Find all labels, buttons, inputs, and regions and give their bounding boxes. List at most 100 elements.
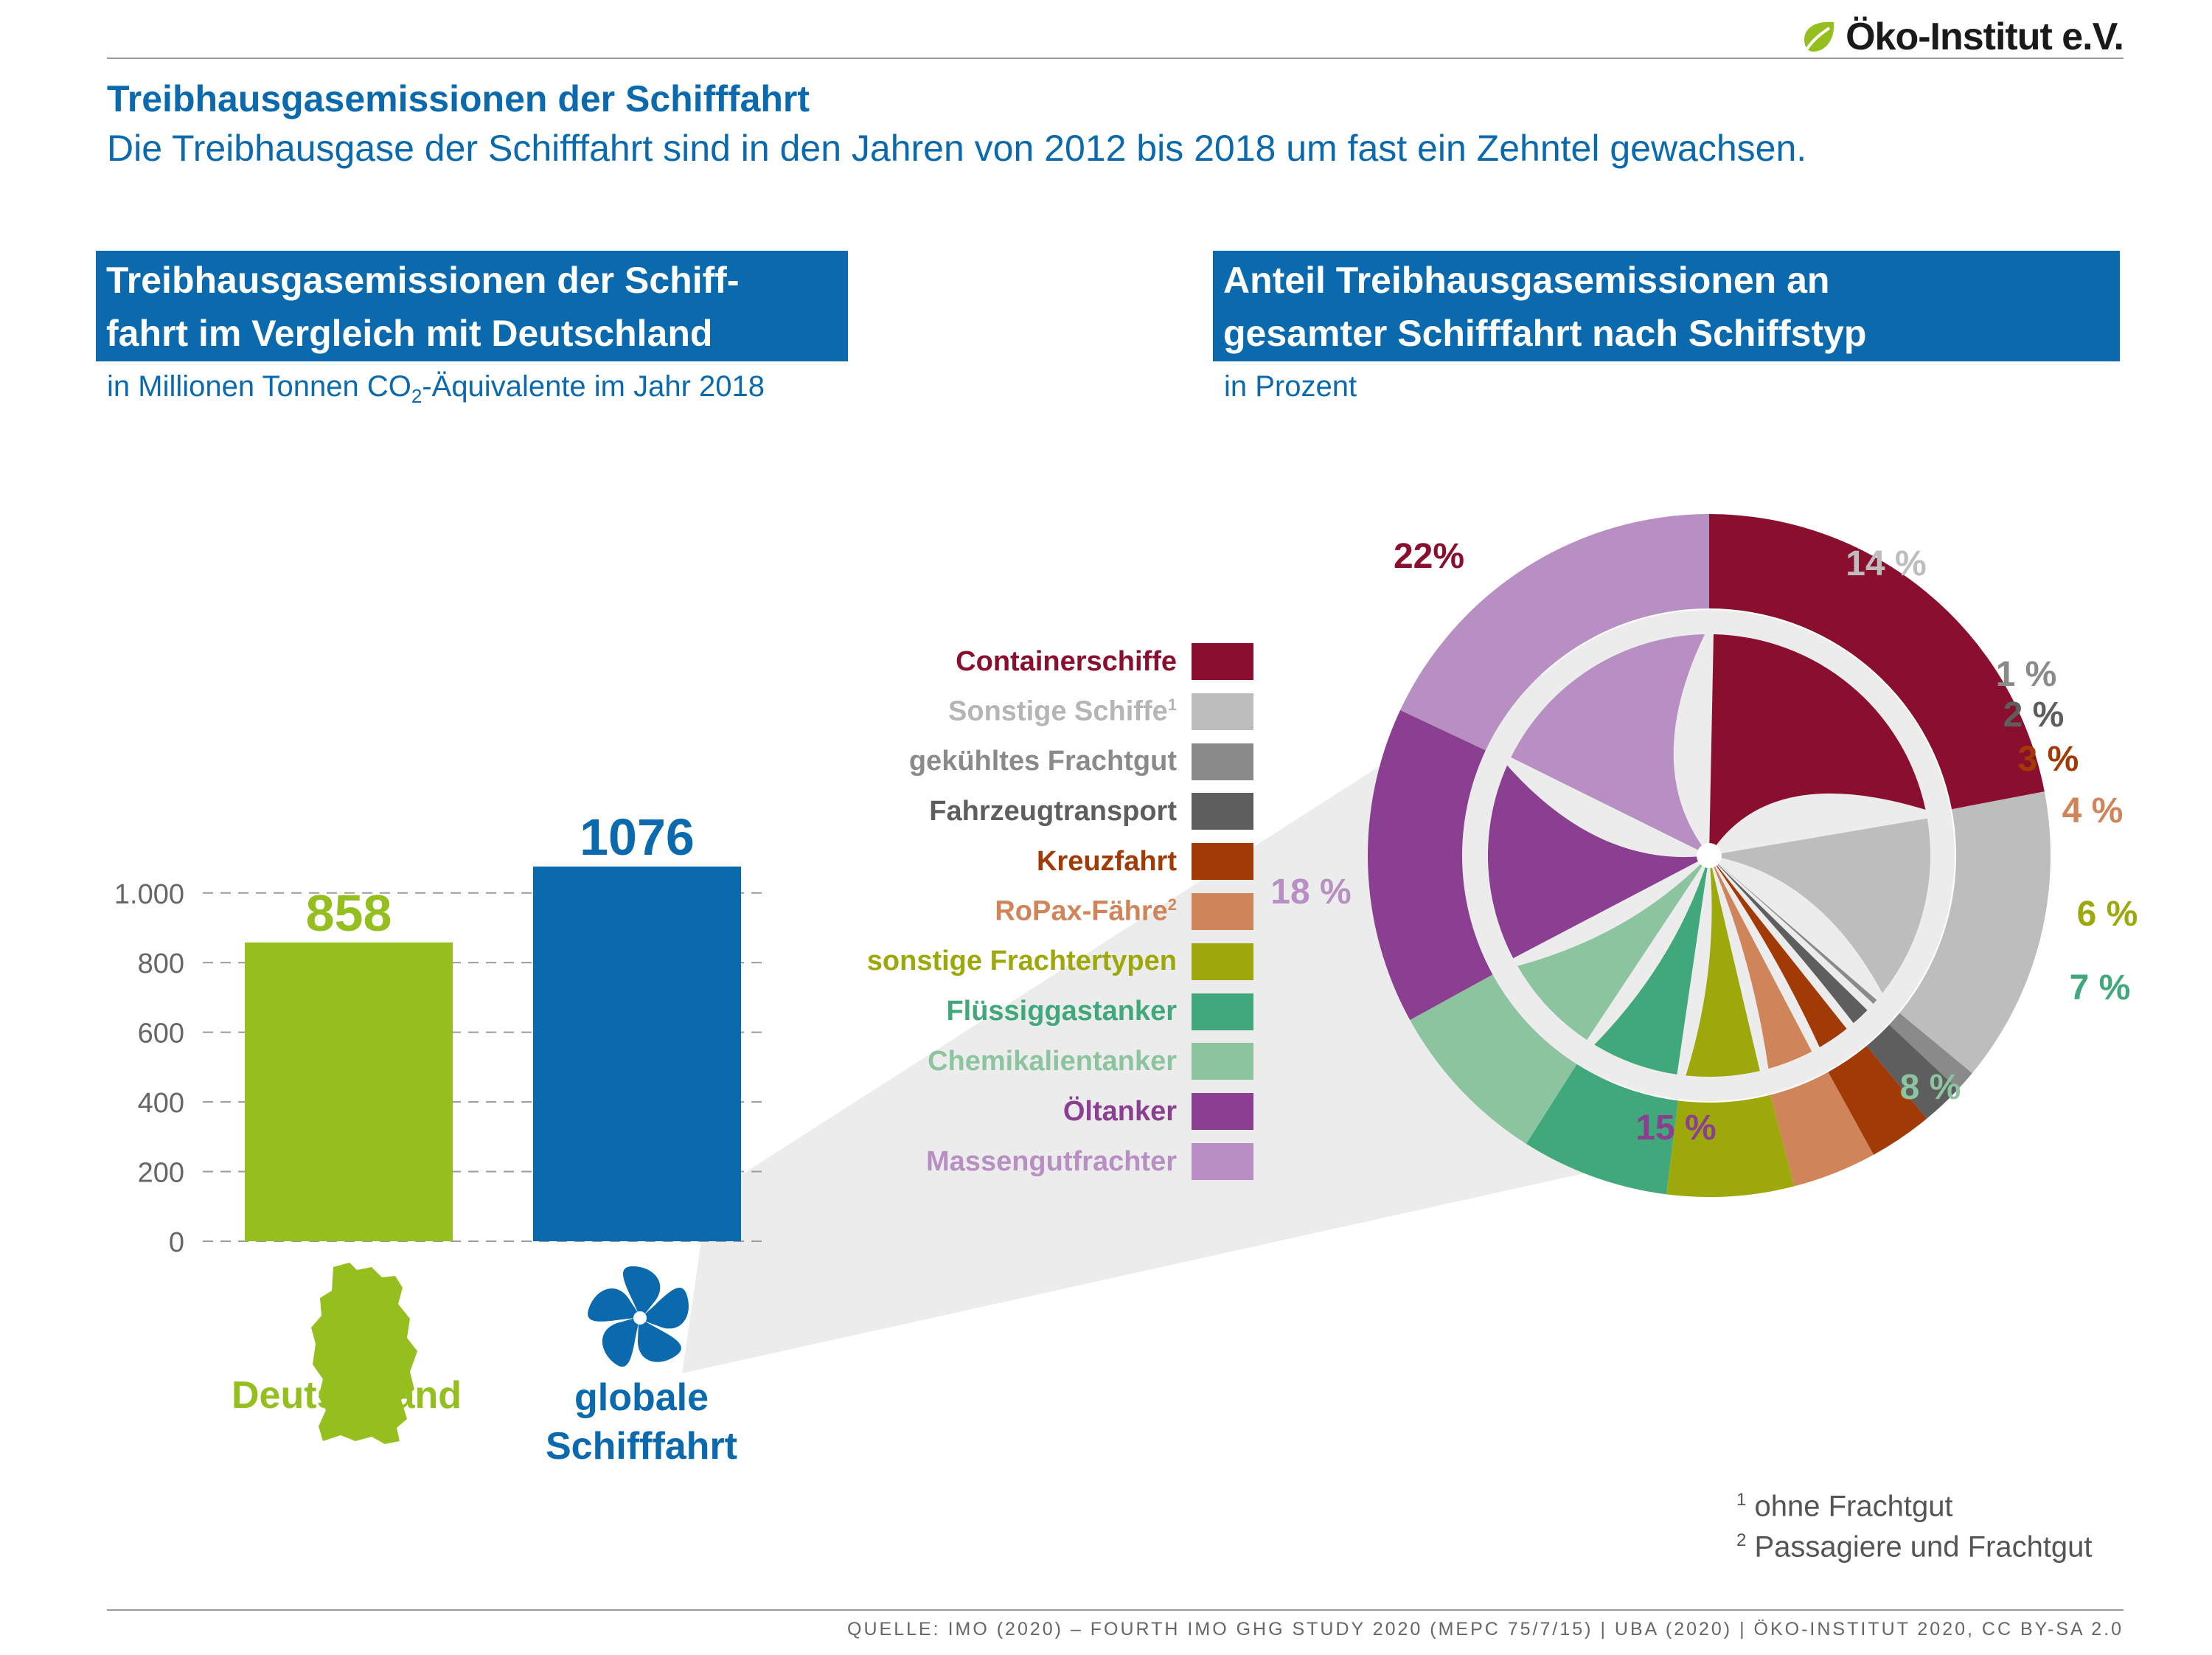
- donut-slice: [1770, 1072, 1874, 1187]
- donut-legend: Containerschiffe Sonstige Schiffe1 gekühlt…: [811, 643, 1253, 1189]
- footnote-2-text: Passagiere und Frachtgut: [1754, 1530, 2093, 1564]
- legend-item: sonstige Frachtertypen: [867, 943, 1253, 980]
- donut-slice: [1367, 709, 1493, 1021]
- propeller-icon-hub: [633, 1311, 647, 1325]
- propeller-blade: [1594, 856, 1709, 1075]
- propeller-icon-blade: [623, 1266, 661, 1318]
- legend-swatch: [1192, 943, 1253, 980]
- legend-footnote-mark: 1: [1167, 695, 1177, 714]
- propeller-blade: [1709, 856, 1868, 1024]
- bar-value-label: 1076: [580, 808, 695, 866]
- page-title: Treibhausgasemissionen der Schifffahrt: [107, 78, 810, 119]
- donut-slice-label: 18 %: [1270, 872, 1351, 912]
- logo: Öko-Institut e.V.: [1800, 15, 2124, 58]
- legend-label: Sonstige Schiffe1: [948, 695, 1177, 727]
- logo-text: Öko-Institut e.V.: [1846, 15, 2124, 58]
- donut-slice-label: 14 %: [1846, 544, 1926, 583]
- legend-footnote-mark: 2: [1167, 895, 1177, 915]
- legend-label: Kreuzfahrt: [1036, 845, 1177, 877]
- bottom-rule: [107, 1609, 2124, 1611]
- left-heading-line1: Treibhausgasemissionen der Schiff-: [106, 260, 740, 301]
- legend-item: Flüssiggastanker: [946, 993, 1253, 1030]
- footnote-1-mark: 1: [1736, 1490, 1747, 1510]
- footnote-1: 1 ohne Frachtgut: [1736, 1490, 1953, 1523]
- unit-text-post: -Äquivalente im Jahr 2018: [422, 370, 765, 403]
- legend-item: Chemikalientanker: [928, 1043, 1253, 1080]
- legend-swatch: [1192, 1143, 1253, 1180]
- bar-deutschland: [245, 942, 453, 1241]
- legend-item: gekühltes Frachtgut: [909, 743, 1253, 780]
- page-subtitle: Die Treibhausgase der Schifffahrt sind i…: [107, 128, 1807, 169]
- legend-item: RoPax-Fähre2: [995, 893, 1253, 930]
- source-note: QUELLE: IMO (2020) – FOURTH IMO GHG STUD…: [847, 1619, 2124, 1640]
- propeller-blade: [1487, 765, 1709, 959]
- donut-slice-label: 6 %: [2077, 895, 2138, 934]
- donut-slice-label: 7 %: [2070, 968, 2131, 1007]
- left-heading-line2: fahrt im Vergleich mit Deutschland: [106, 313, 713, 354]
- donut-slice: [1889, 1013, 1972, 1089]
- legend-label: Öltanker: [1062, 1095, 1177, 1127]
- legend-item: Kreuzfahrt: [1036, 843, 1253, 881]
- donut-slice: [1709, 514, 2045, 810]
- legend-swatch: [1192, 1093, 1253, 1131]
- x-label-shipping-line1: globale: [574, 1376, 709, 1419]
- right-unit-label: in Prozent: [1224, 370, 1357, 403]
- legend-item: Öltanker: [1062, 1093, 1253, 1131]
- y-tick-label: 0: [169, 1227, 184, 1258]
- propeller-blade: [1686, 856, 1760, 1077]
- legend-label: sonstige Frachtertypen: [866, 946, 1177, 977]
- right-heading-line2: gesamter Schifffahrt nach Schiffstyp: [1223, 313, 1867, 354]
- propeller-blade: [1709, 856, 1812, 1069]
- bar-value-label: 858: [306, 884, 392, 942]
- right-panel-heading: Anteil Treibhausgasemissionen an gesamte…: [1213, 251, 2120, 361]
- legend-swatch: [1192, 643, 1253, 680]
- footnote-2: 2 Passagiere und Frachtgut: [1736, 1530, 2093, 1564]
- propeller-hub: [1697, 843, 1722, 868]
- right-heading-line1: Anteil Treibhausgasemissionen an: [1223, 260, 1830, 301]
- propeller-icon-blade: [588, 1288, 640, 1322]
- y-tick-label: 200: [138, 1158, 184, 1189]
- unit-text-pre: in Millionen Tonnen CO: [107, 370, 411, 403]
- top-rule: [107, 58, 2124, 59]
- propeller-icon-blade: [638, 1318, 681, 1362]
- donut-slice: [1410, 974, 1577, 1144]
- leaf-logo-icon: [1804, 21, 1834, 52]
- propeller-blade: [1709, 818, 1930, 993]
- y-tick-label: 600: [138, 1019, 184, 1049]
- donut-chart: 22% 14 % 1 %2 % 3 % 4 % 6 % 7 % 8 % 15 % 18 %: [1270, 514, 2138, 1197]
- legend-label: Chemikalientanker: [928, 1045, 1177, 1077]
- legend-label: gekühltes Frachtgut: [908, 746, 1177, 777]
- legend-item: Containerschiffe: [956, 643, 1253, 680]
- donut-slice: [1400, 514, 1709, 751]
- legend-swatch: [1192, 793, 1253, 830]
- legend-label: Containerschiffe: [956, 645, 1177, 677]
- unit-subscript: 2: [411, 385, 422, 407]
- left-panel-heading: Treibhausgasemissionen der Schiff- fahrt…: [96, 251, 848, 361]
- donut-slice-label: 2 %: [2003, 695, 2065, 735]
- donut-slice: [1666, 1094, 1795, 1197]
- donut-slice-label: 1 %: [1996, 655, 2057, 694]
- y-tick-label: 800: [138, 948, 184, 979]
- legend-swatch: [1192, 1043, 1253, 1080]
- legend-label: RoPax-Fähre2: [995, 895, 1177, 927]
- y-tick-label: 1.000: [114, 879, 184, 910]
- legend-swatch: [1192, 843, 1253, 881]
- propeller-blade: [1709, 856, 1877, 1004]
- donut-slice-label: 22%: [1394, 537, 1464, 576]
- footnote-1-text: ohne Frachtgut: [1754, 1490, 1953, 1523]
- germany-map-icon: [311, 1263, 417, 1444]
- propeller-blade: [1709, 856, 1847, 1047]
- propeller-icon-blade: [640, 1288, 689, 1329]
- bar-chart: 0 200 400 600 800 1.000 858 1076: [114, 808, 767, 1258]
- legend-swatch: [1192, 693, 1253, 730]
- legend-item: Sonstige Schiffe1: [948, 693, 1253, 730]
- x-label-shipping: globale Schifffahrt: [509, 1373, 774, 1471]
- legend-swatch: [1192, 893, 1253, 930]
- donut-slice-label: 15 %: [1635, 1108, 1716, 1148]
- legend-swatch: [1192, 993, 1253, 1030]
- donut-slice: [1828, 1046, 1927, 1155]
- donut-slice: [1526, 1064, 1679, 1195]
- bar-schifffahrt: [533, 866, 741, 1241]
- donut-slice: [1866, 1024, 1958, 1119]
